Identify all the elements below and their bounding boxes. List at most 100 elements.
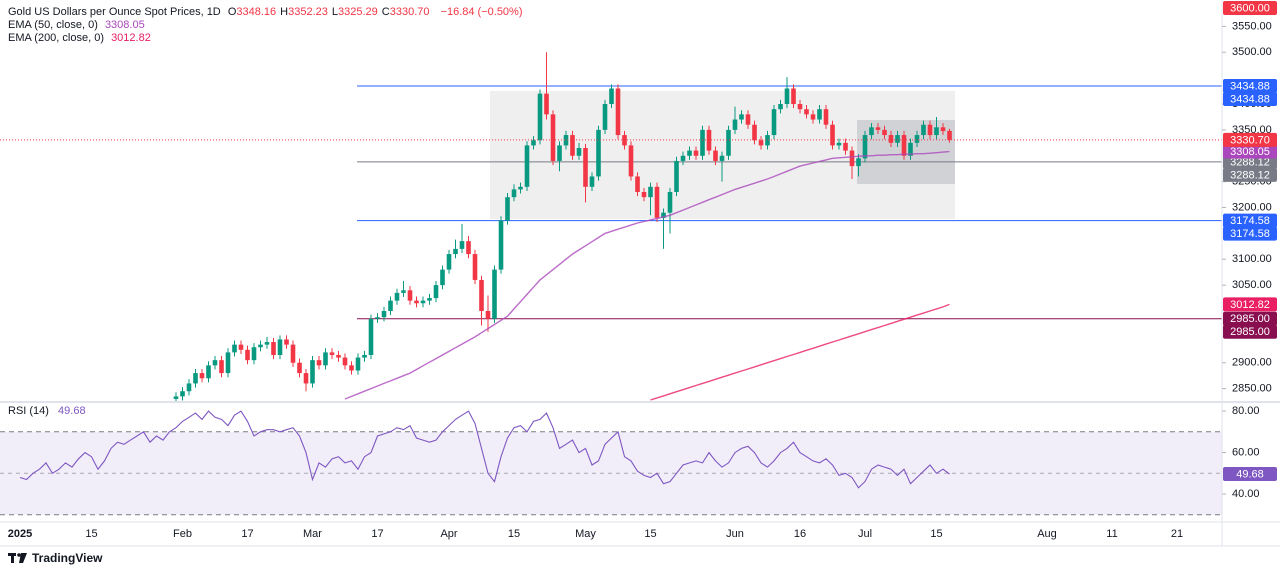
y-tick-label: 60.00 [1232,446,1260,458]
candle-body [888,135,894,143]
price-badge [1223,1,1277,15]
price-badge [1223,167,1277,182]
candle-body [173,396,179,399]
price-badge [1223,226,1277,241]
candle-body [505,197,510,221]
candle-body [232,344,237,353]
ohlc-value: 3352.23 [288,6,328,18]
ohlc-value: 3348.16 [236,6,277,18]
candle-body [492,269,497,319]
brand-logo [8,553,27,563]
candle-body [453,248,458,255]
price-badge-label: 3600.00 [1230,2,1270,14]
y-tick-label: 80.00 [1232,405,1260,417]
candle-body [700,129,705,156]
price-badge [1223,144,1277,159]
candle-body [368,318,374,355]
candle-body [895,135,900,143]
candle-body [355,357,361,371]
price-badge-label: 49.68 [1236,468,1264,480]
y-tick-label: 40.00 [1232,488,1260,500]
candle-body [693,150,699,156]
candle-body [791,88,796,105]
candle-body [349,365,354,371]
candle-body [180,391,185,397]
candle-body [193,373,198,384]
candle-body [342,357,348,366]
candle-body [687,150,692,156]
footer: TradingView [8,551,102,565]
legend-row: EMA (200, close, 0) 3012.82 [8,32,527,45]
candle-body [596,129,601,177]
x-tick-label: 15 [508,528,520,540]
change-label: −16.84 (−0.50%) [440,6,523,18]
candle-body [726,129,731,156]
candle-body [719,155,725,161]
x-tick-label: Feb [173,528,192,540]
candle-body [732,119,738,130]
candle-body [784,88,790,105]
legend-row: EMA (50, close, 0) 3308.05 [8,19,527,32]
price-badge [1223,132,1277,147]
candle-body [186,383,192,392]
price-badge [1223,91,1277,106]
candle-body [375,317,380,319]
price-badge-label: 3174.58 [1230,228,1270,240]
candle-body [336,354,341,358]
candle-body [459,241,465,249]
x-tick-label: 15 [644,528,656,540]
candle-body [908,142,913,156]
candle-body [635,176,640,192]
x-tick-label: 17 [241,528,253,540]
rsi-panel [0,410,1222,516]
price-badge-label: 3174.58 [1230,215,1270,227]
price-badge-label: 2985.00 [1230,326,1270,338]
candle-body [628,145,634,177]
candle-body [264,342,270,345]
y-tick-label: 3050.00 [1232,279,1272,291]
candle-body [271,342,276,355]
candle-body [427,298,432,301]
ohlc-value: 3330.70 [389,6,430,18]
candle-body [225,352,231,374]
x-tick-label: May [575,528,596,540]
candle-body [752,124,757,141]
candle-body [388,300,393,311]
rsi-line [19,410,950,489]
legend-row: Gold US Dollars per Ounce Spot Prices, 1… [8,6,527,19]
y-tick-label: 2850.00 [1232,383,1272,395]
candle-body [277,339,283,355]
price-badge-label: 3012.82 [1230,299,1270,311]
price-badge-label: 3330.70 [1230,134,1270,146]
candle-body [472,254,478,280]
series-name: EMA (200, close, 0) [8,32,104,44]
ema-line [650,303,950,401]
candle-body [518,186,523,190]
x-tick-label: 11 [1106,528,1117,540]
x-tick-label: Jun [726,528,744,540]
y-tick-label: 2900.00 [1232,357,1272,369]
price-badge-label: 3288.12 [1230,169,1270,181]
rsi-marks [0,410,1222,516]
x-tick-label: 15 [930,528,942,540]
price-badge-label: 3434.88 [1230,80,1270,92]
ohlc-key: C [381,6,390,18]
candle-body [537,93,543,141]
candle-body [446,254,452,270]
candle-body [589,176,595,187]
candle-body [739,114,744,120]
price-badge [1223,297,1277,312]
candle-body [550,114,556,161]
y-tick-label: 3550.00 [1232,20,1272,32]
candle-body [323,352,328,366]
ohlc-key: O [227,6,237,18]
candle-body [823,109,829,125]
candle-body [927,124,933,136]
candle-body [849,150,855,167]
y-tick-label: 3350.00 [1232,124,1272,136]
candle-body [570,135,575,156]
rsi-title: RSI (14) [8,405,49,417]
candle-body [362,354,367,358]
x-tick-label: 21 [1171,528,1183,540]
